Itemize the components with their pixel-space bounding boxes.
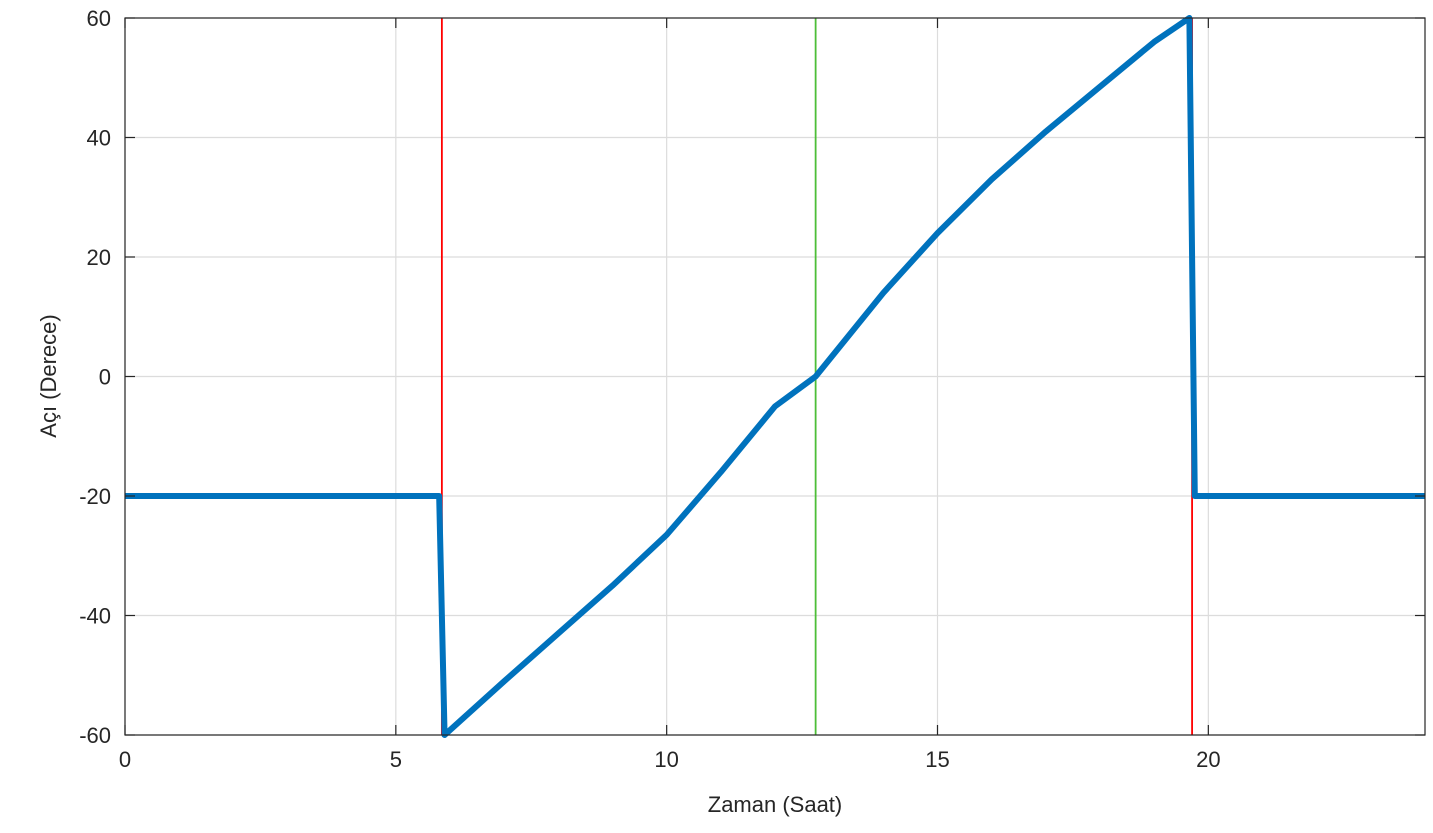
x-tick-label: 15 xyxy=(925,747,949,772)
data-series xyxy=(125,15,1425,738)
y-tick-label: 20 xyxy=(87,245,111,270)
x-tick-label: 5 xyxy=(390,747,402,772)
y-tick-label: 0 xyxy=(99,365,111,390)
y-tick-label: -20 xyxy=(79,484,111,509)
axis-ticks: 0 5 10 15 20 -60 -40 -20 0 20 40 60 xyxy=(79,6,1425,772)
y-axis-label: Açı (Derece) xyxy=(36,314,61,437)
x-tick-label: 20 xyxy=(1196,747,1220,772)
x-axis-label: Zaman (Saat) xyxy=(708,792,843,817)
y-tick-label: 40 xyxy=(87,126,111,151)
y-tick-label: -60 xyxy=(79,723,111,748)
series-line xyxy=(125,15,1425,738)
y-tick-label: -40 xyxy=(79,604,111,629)
x-tick-label: 10 xyxy=(654,747,678,772)
y-tick-label: 60 xyxy=(87,6,111,31)
x-tick-label: 0 xyxy=(119,747,131,772)
